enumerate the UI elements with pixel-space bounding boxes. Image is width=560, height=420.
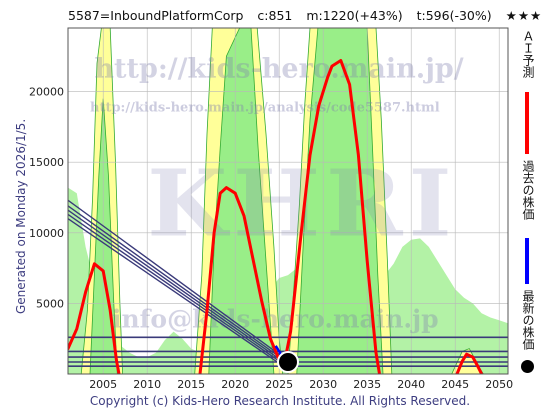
legend-ai-label: ＡＩ予測 [521,30,535,78]
copyright-footer: Copyright (c) Kids-Hero Research Institu… [89,394,471,408]
latest-price-marker [277,350,299,373]
watermark-url: http://kids-hero.main.jp/ [94,53,463,84]
ai-prediction-line-1 [198,186,286,374]
trend-line-2 [68,209,292,368]
watermark-analysis-url: http://kids-hero.main.jp/analysis/code55… [90,100,440,115]
x-tick-label-2005: 2005 [89,378,117,391]
legend-latest-dot [521,360,534,373]
x-tick-label-2040: 2040 [397,378,425,391]
ai-prediction-line-2 [283,59,381,374]
ai-prediction-line-0 [68,262,121,374]
x-tick-label-2045: 2045 [441,378,469,391]
y-tick-label-15000: 15000 [29,156,64,169]
current-price: c:851 [257,8,293,23]
legend: ＡＩ予測 過去の株価 最新の株価 [516,28,556,378]
x-tick-label-2035: 2035 [353,378,381,391]
watermark-logo: KHRI [147,150,457,258]
x-tick-label-2015: 2015 [177,378,205,391]
stock-code-name: 5587=InboundPlatformCorp [68,8,244,23]
y-tick-label-5000: 5000 [36,297,64,310]
plot-frame [67,27,509,375]
legend-past-label: 過去の株価 [521,160,535,220]
ai-prediction-line-3 [455,352,484,374]
legend-past-line [525,238,529,284]
green-range-band [68,187,508,374]
rating-stars: ★★★ [505,8,543,23]
trend-line-1 [68,205,292,366]
x-tick-label-2030: 2030 [309,378,337,391]
max-prediction: m:1220(+43%) [306,8,403,23]
y-tick-label-10000: 10000 [29,227,64,240]
x-tick-label-2050: 2050 [485,378,513,391]
x-tick-label-2025: 2025 [265,378,293,391]
chart-header: 5587=InboundPlatformCorp c:851 m:1220(+43%… [68,8,541,28]
legend-latest-label: 最新の株価 [521,290,535,350]
target-prediction: t:596(-30%) [416,8,492,23]
x-tick-label-2020: 2020 [221,378,249,391]
trend-line-0 [68,199,292,364]
trend-line-3 [68,213,292,370]
watermark-email: info@kids-hero.main.jp [112,304,439,333]
trend-line-4 [68,218,292,372]
x-tick-label-2010: 2010 [133,378,161,391]
y-tick-label-20000: 20000 [29,86,64,99]
legend-ai-line [525,92,529,154]
